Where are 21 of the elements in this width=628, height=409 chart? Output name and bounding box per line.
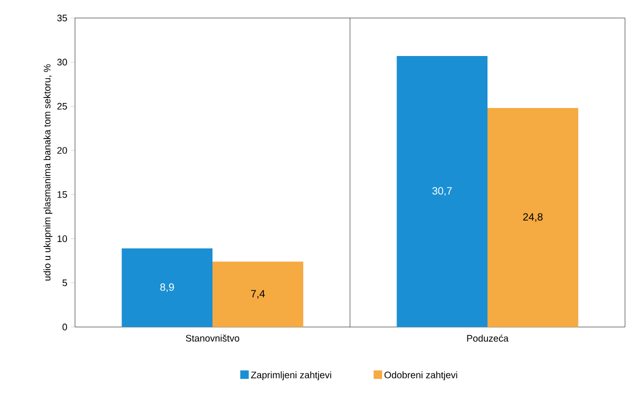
- bar: [488, 108, 578, 327]
- y-tick-label: 15: [58, 191, 68, 198]
- y-tick-label: 5: [62, 280, 68, 286]
- data-label: 7,4: [251, 290, 265, 299]
- legend-label: Odobreni zahtjevi: [384, 371, 458, 380]
- x-tick-label: Stanovništvo: [186, 334, 240, 342]
- bar: [396, 56, 488, 327]
- y-tick-label: 35: [57, 14, 68, 22]
- legend-label: Zaprimljeni zahtjevi: [251, 371, 332, 380]
- y-tick-label: 20: [57, 147, 68, 154]
- y-tick-label: 25: [57, 102, 68, 110]
- data-label: 24,8: [523, 213, 543, 222]
- data-label: 30,7: [432, 187, 452, 196]
- y-axis-title: udio u ukupnim plasmanima banaka tom sektoru, %: [44, 64, 52, 281]
- y-tick-label: 10: [58, 235, 68, 242]
- bar: [212, 262, 304, 327]
- bar: [122, 248, 212, 327]
- y-tick-label: 0: [62, 324, 68, 330]
- y-tick-label: 30: [57, 58, 68, 66]
- data-label: 8,9: [160, 283, 174, 292]
- x-tick-label: Poduzeća: [467, 334, 509, 342]
